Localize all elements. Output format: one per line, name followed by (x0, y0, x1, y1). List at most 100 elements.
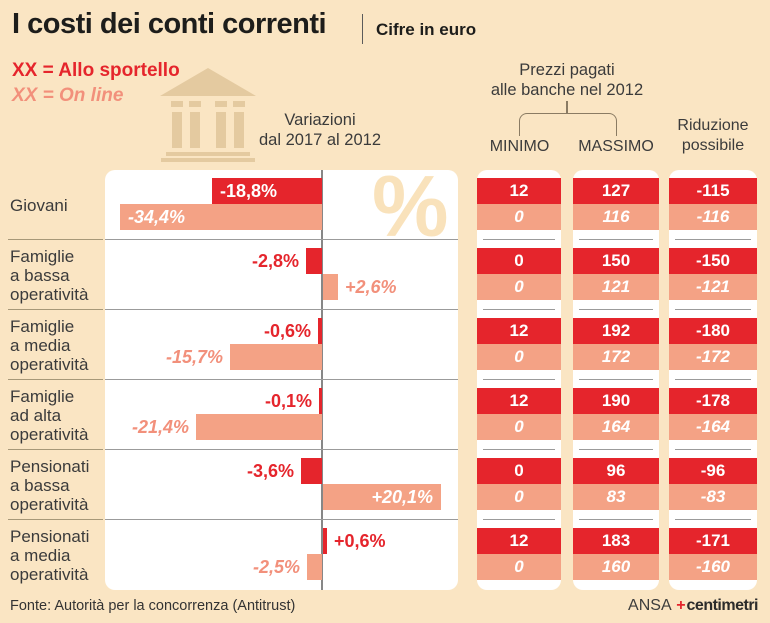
value-riduzione-sportello: -150 (669, 248, 757, 274)
row-divider-line (8, 519, 103, 520)
value-riduzione-sportello: -96 (669, 458, 757, 484)
row-divider-line (483, 239, 555, 240)
row-label-line: operatività (10, 424, 89, 444)
row-label-line: a bassa (10, 475, 70, 495)
row-divider-line (483, 379, 555, 380)
page-title: I costi dei conti correnti (12, 8, 327, 40)
bracket-tick (566, 101, 568, 113)
row-divider-line (579, 309, 653, 310)
row-label: Famiglie a bassa operatività (10, 240, 105, 310)
header-prezzi-line2: alle banche nel 2012 (490, 81, 644, 99)
bar-online (196, 414, 322, 440)
value-strip-minimo (477, 170, 561, 590)
row-divider-line (105, 519, 458, 520)
row-divider-line (8, 309, 103, 310)
source-note: Fonte: Autorità per la concorrenza (Anti… (10, 598, 296, 614)
value-strip-riduzione (669, 170, 757, 590)
value-minimo-sportello: 12 (477, 178, 561, 204)
row-label-line: operatività (10, 494, 89, 514)
value-riduzione-online: -160 (669, 554, 757, 580)
value-massimo-online: 164 (573, 414, 659, 440)
column-header-massimo: MASSIMO (578, 138, 654, 155)
row-label-line: ad alta (10, 405, 62, 425)
chart-panel (105, 170, 458, 590)
bar-sportello (323, 528, 327, 554)
bar-online (230, 344, 322, 370)
value-massimo-online: 172 (573, 344, 659, 370)
row-divider-line (105, 239, 458, 240)
bar-sportello (318, 318, 322, 344)
value-minimo-sportello: 12 (477, 318, 561, 344)
bar-label-sportello: -2,8% (251, 251, 299, 271)
value-riduzione-sportello: -178 (669, 388, 757, 414)
column-header-minimo: MINIMO (489, 138, 550, 155)
row-divider-line (675, 449, 751, 450)
row-divider-line (579, 379, 653, 380)
value-massimo-sportello: 96 (573, 458, 659, 484)
row-divider-line (483, 309, 555, 310)
row-label: Famiglie ad alta operatività (10, 380, 105, 450)
row-label-line: operatività (10, 564, 89, 584)
value-minimo-online: 0 (477, 484, 561, 510)
row-divider-line (105, 309, 458, 310)
bar-label-sportello: -0,6% (263, 321, 311, 341)
row-label-line: a media (10, 545, 71, 565)
row-divider-line (8, 449, 103, 450)
bar-label-sportello: -18,8% (220, 181, 278, 201)
value-riduzione-online: -83 (669, 484, 757, 510)
value-minimo-online: 0 (477, 554, 561, 580)
bar-online (307, 554, 322, 580)
row-label-line: Pensionati (10, 526, 90, 546)
value-massimo-online: 121 (573, 274, 659, 300)
value-riduzione-sportello: -180 (669, 318, 757, 344)
bar-sportello (301, 458, 322, 484)
value-massimo-sportello: 150 (573, 248, 659, 274)
row-label: Famiglie a media operatività (10, 310, 105, 380)
row-label-line: Famiglie (10, 246, 75, 266)
value-riduzione-sportello: -171 (669, 528, 757, 554)
bar-label-online: -21,4% (131, 417, 189, 437)
value-minimo-online: 0 (477, 344, 561, 370)
bar-label-sportello: -3,6% (246, 461, 294, 481)
bar-label-sportello: +0,6% (334, 531, 386, 551)
row-label-line: Pensionati (10, 456, 90, 476)
header-variazioni-line1: Variazioni (284, 111, 356, 129)
header-variazioni-line2: dal 2017 al 2012 (258, 131, 382, 149)
bar-label-sportello: -0,1% (264, 391, 312, 411)
row-divider-line (8, 239, 103, 240)
credit-logo: ANSA +centimetri (628, 597, 758, 615)
bank-icon (158, 66, 258, 167)
value-riduzione-sportello: -115 (669, 178, 757, 204)
value-massimo-sportello: 192 (573, 318, 659, 344)
value-massimo-sportello: 183 (573, 528, 659, 554)
ansa-logo: ANSA (628, 597, 671, 614)
bar-sportello (212, 178, 322, 204)
row-label-line: operatività (10, 284, 89, 304)
value-massimo-online: 116 (573, 204, 659, 230)
row-divider-line (579, 239, 653, 240)
bar-label-online: -15,7% (165, 347, 223, 367)
value-massimo-sportello: 190 (573, 388, 659, 414)
row-divider-line (483, 519, 555, 520)
bar-label-online: +20,1% (371, 487, 433, 507)
value-riduzione-online: -172 (669, 344, 757, 370)
value-minimo-online: 0 (477, 414, 561, 440)
bar-label-online: -2,5% (252, 557, 300, 577)
value-massimo-online: 83 (573, 484, 659, 510)
bracket (519, 113, 617, 136)
row-label-line: Giovani (10, 195, 68, 215)
row-divider-line (675, 519, 751, 520)
column-header-riduzione-line2: possibile (681, 137, 745, 154)
row-divider-line (105, 449, 458, 450)
row-label-line: a bassa (10, 265, 70, 285)
value-riduzione-online: -121 (669, 274, 757, 300)
row-divider-line (579, 449, 653, 450)
column-header-riduzione: Riduzione possibile (669, 116, 757, 156)
row-label: Giovani (10, 170, 105, 240)
value-minimo-sportello: 12 (477, 528, 561, 554)
column-header-riduzione-line1: Riduzione (677, 117, 749, 134)
row-divider-line (105, 379, 458, 380)
bar-label-online: -34,4% (128, 207, 186, 227)
value-strip-massimo (573, 170, 659, 590)
